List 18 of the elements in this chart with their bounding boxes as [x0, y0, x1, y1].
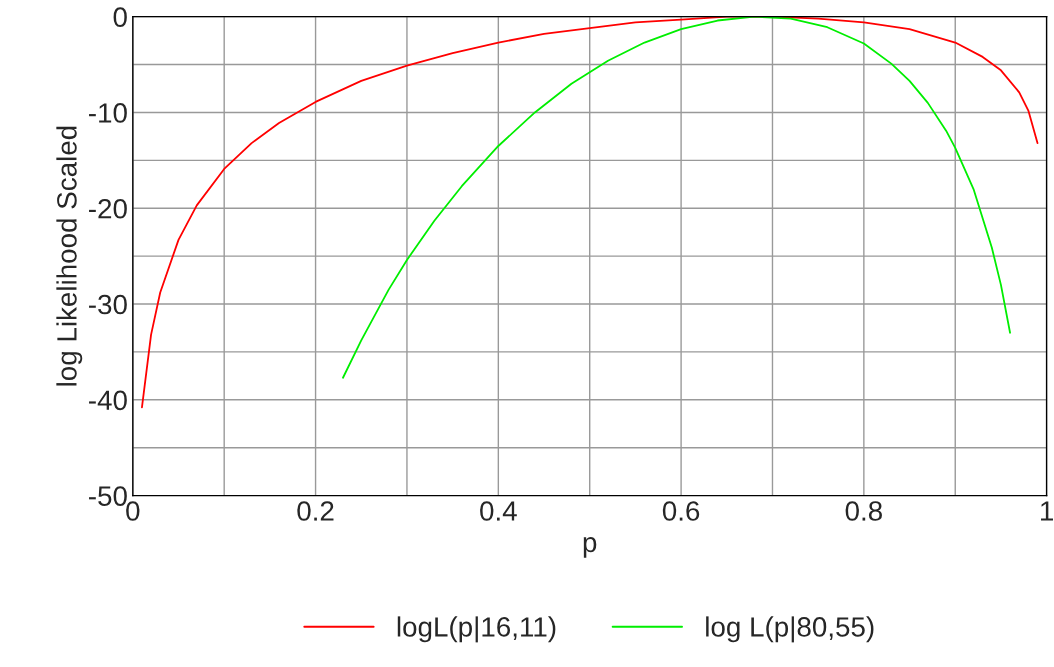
- x-tick-label: 0.8: [845, 501, 882, 521]
- x-tick-label: 1: [1041, 501, 1053, 521]
- legend-label: log L(p|80,55): [706, 616, 874, 643]
- x-tick-label: 0: [126, 501, 140, 521]
- legend-label: logL(p|16,11): [397, 616, 556, 643]
- x-tick-label: 0.2: [297, 501, 334, 521]
- y-axis-title: log Likelihood Scaled: [56, 126, 83, 386]
- x-tick-label: 0.4: [480, 501, 517, 521]
- x-axis-title: p: [583, 537, 597, 558]
- y-tick-label: -10: [89, 103, 127, 123]
- y-tick-label: -20: [89, 198, 127, 219]
- y-tick-label: -50: [89, 486, 127, 506]
- y-tick-label: 0: [113, 7, 127, 28]
- x-tick-label: 0.6: [662, 501, 700, 521]
- y-tick-label: -30: [89, 294, 127, 315]
- line-series: [342, 16, 1011, 379]
- y-tick-label: -40: [89, 390, 127, 411]
- line-series: [141, 16, 1039, 409]
